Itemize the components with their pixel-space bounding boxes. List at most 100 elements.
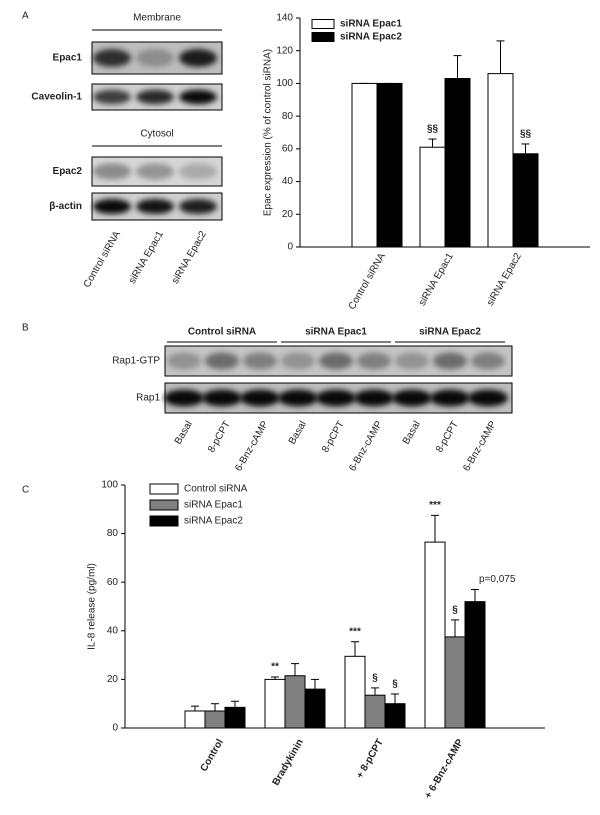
blot-band	[136, 49, 174, 67]
y-tick-label: 100	[101, 480, 118, 491]
bar	[351, 82, 378, 248]
x-tick-label: Control	[199, 737, 226, 773]
bar	[419, 146, 446, 248]
blot-band	[240, 389, 280, 407]
blot-row-label: Caveolin-1	[31, 92, 82, 103]
bar	[384, 703, 406, 729]
bar	[364, 694, 386, 729]
legend-swatch	[149, 499, 179, 511]
blot-band	[471, 352, 505, 370]
x-tick-label: Control siRNA	[347, 251, 388, 312]
y-tick-label: 80	[282, 111, 294, 122]
y-axis-label: IL-8 release (pg/ml)	[87, 563, 98, 650]
annotation: **	[271, 662, 279, 673]
blot-band	[392, 389, 432, 407]
y-tick-label: 60	[282, 143, 294, 154]
blot-lane-label: siRNA Epac2	[170, 229, 209, 286]
legend-swatch	[149, 483, 179, 495]
blot-band	[179, 89, 217, 105]
blot-band	[136, 163, 174, 180]
blot-band	[93, 89, 131, 105]
bar	[487, 73, 514, 248]
blot-band	[319, 352, 353, 370]
y-tick-label: 60	[107, 577, 119, 588]
panel-label: C	[22, 485, 29, 496]
blot-band	[164, 389, 204, 407]
blot-lane-label: 6-Bnz-cAMP	[233, 419, 271, 473]
y-tick-label: 20	[107, 674, 119, 685]
blot-band	[136, 89, 174, 105]
bar	[444, 78, 471, 248]
annotation: §§	[427, 124, 439, 135]
bar	[424, 541, 446, 729]
annotation: ***	[349, 626, 361, 637]
blot-band	[202, 389, 242, 407]
bar	[264, 678, 286, 729]
blot-band	[430, 389, 470, 407]
bar	[204, 710, 226, 729]
panel-label: A	[22, 11, 29, 22]
bar	[376, 82, 403, 248]
blot-band	[316, 389, 356, 407]
blot-lane-label: Basal	[287, 419, 309, 446]
bar	[224, 706, 246, 729]
blot-band	[179, 198, 217, 215]
y-tick-label: 140	[276, 13, 293, 24]
y-tick-label: 0	[112, 723, 118, 734]
legend-label: siRNA Epac2	[340, 32, 402, 43]
bar	[304, 688, 326, 729]
blot-lane-label: Basal	[401, 419, 423, 446]
blot-band	[357, 352, 391, 370]
blot-band	[205, 352, 239, 370]
panel-label: B	[22, 323, 29, 334]
blot-group-label: siRNA Epac2	[419, 327, 481, 338]
y-tick-label: 100	[276, 78, 293, 89]
blot-band	[179, 163, 217, 180]
annotation: §	[372, 673, 378, 684]
blot-row-label: Rap1-GTP	[112, 356, 160, 367]
blot-lane-label: Control siRNA	[82, 229, 123, 290]
blot-band	[395, 352, 429, 370]
blot-row-label: Rap1	[136, 393, 160, 404]
bar	[464, 601, 486, 729]
blot-group-label: Control siRNA	[188, 327, 256, 338]
blot-band	[433, 352, 467, 370]
legend-swatch	[311, 32, 335, 42]
blot-lane-label: Basal	[173, 419, 195, 446]
bar	[184, 710, 206, 729]
y-axis-label: Epac expression (% of control siRNA)	[263, 49, 274, 216]
legend-label: siRNA Epac2	[184, 516, 243, 527]
blot-band	[93, 198, 131, 215]
blot-band	[93, 163, 131, 180]
blot-row-label: β-actin	[49, 201, 82, 212]
blot-band	[136, 198, 174, 215]
blot-lane-label: 8-pCPT	[434, 419, 461, 454]
y-tick-label: 40	[282, 176, 294, 187]
annotation: §§	[520, 129, 532, 140]
annotation: §	[452, 605, 458, 616]
blot-band	[468, 389, 508, 407]
x-tick-label: Bradykinin	[271, 737, 306, 787]
blot-band	[354, 389, 394, 407]
blot-band	[179, 49, 217, 67]
x-tick-label: + 8-pCPT	[355, 737, 386, 780]
blot-lane-label: 8-pCPT	[320, 419, 347, 454]
legend-swatch	[149, 515, 179, 527]
blot-band	[243, 352, 277, 370]
blot-lane-label: 8-pCPT	[206, 419, 233, 454]
legend-label: Control siRNA	[184, 484, 248, 495]
legend-label: siRNA Epac1	[184, 500, 243, 511]
y-tick-label: 80	[107, 528, 119, 539]
bar	[444, 636, 466, 729]
y-tick-label: 20	[282, 209, 294, 220]
annotation: ***	[429, 500, 441, 511]
y-tick-label: 120	[276, 45, 293, 56]
annotation: p=0,075	[479, 574, 516, 585]
blot-band	[281, 352, 315, 370]
annotation: §	[392, 679, 398, 690]
blot-band	[278, 389, 318, 407]
y-tick-label: 40	[107, 625, 119, 636]
blot-heading: Cytosol	[140, 129, 173, 140]
blot-row-label: Epac1	[53, 53, 83, 64]
